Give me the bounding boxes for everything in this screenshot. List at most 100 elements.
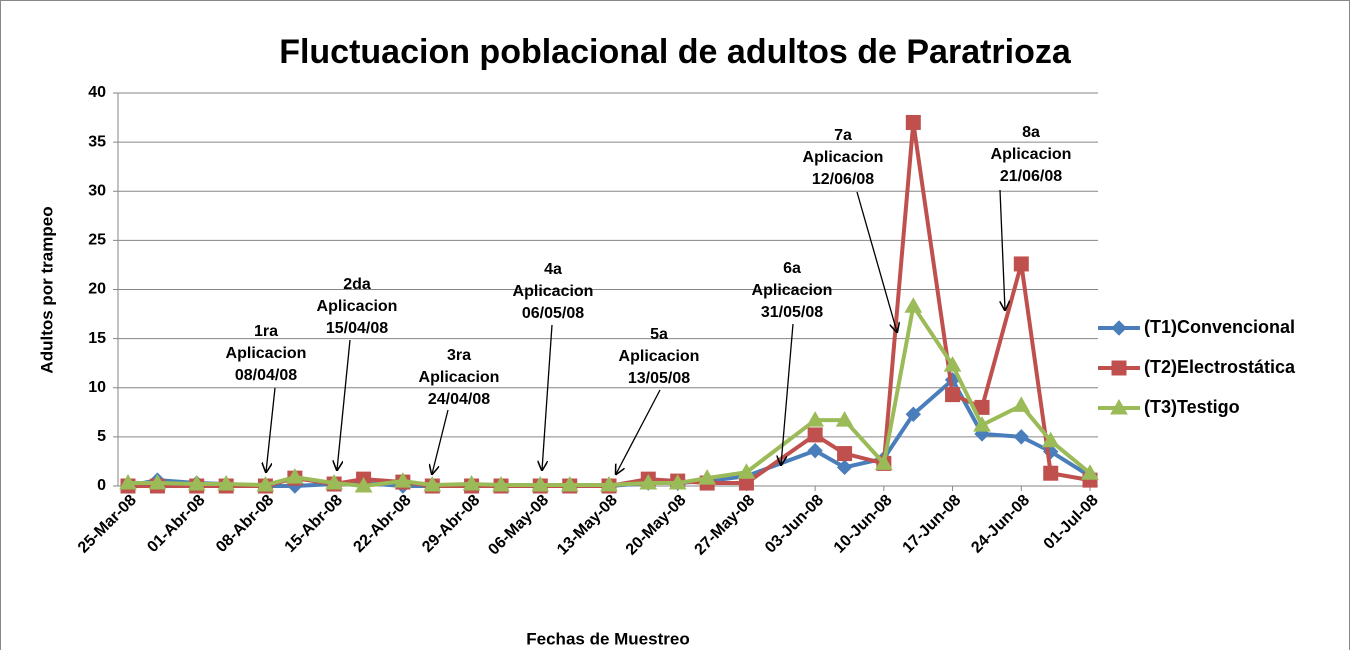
y-tick-label: 40 — [88, 84, 106, 101]
marker — [806, 411, 825, 427]
annotation-text: Aplicacion — [317, 298, 398, 315]
marker — [874, 454, 893, 470]
marker — [1081, 464, 1099, 480]
marker — [905, 114, 921, 130]
x-tick-label: 24-Jun-08 — [968, 492, 1033, 557]
marker — [807, 427, 823, 443]
marker — [1041, 431, 1060, 448]
marker — [973, 416, 991, 432]
x-tick-label: 25-Mar-08 — [75, 492, 140, 557]
chart-title: Fluctuacion poblacional de adultos de Pa… — [279, 33, 1072, 71]
annotation-text: 6a — [783, 260, 801, 277]
marker — [148, 474, 167, 490]
marker — [837, 446, 853, 462]
annotation-text: 4a — [544, 261, 562, 278]
x-tick-label: 10-Jun-08 — [831, 492, 896, 557]
annotation-text: Aplicacion — [803, 149, 884, 166]
marker — [393, 472, 412, 488]
legend-label: (T3)Testigo — [1144, 397, 1240, 417]
marker — [325, 474, 344, 490]
marker — [1013, 256, 1029, 272]
annotation-text: 06/05/08 — [522, 305, 584, 322]
marker — [462, 475, 481, 491]
marker — [354, 476, 373, 493]
annotation-text: 31/05/08 — [761, 304, 823, 321]
annotation-text: 7a — [834, 127, 852, 144]
x-tick-label: 27-May-08 — [692, 492, 759, 559]
marker — [737, 463, 756, 479]
x-tick-label: 01-Jul-08 — [1041, 492, 1102, 553]
marker — [600, 476, 618, 492]
y-tick-label: 10 — [88, 379, 106, 396]
legend-label: (T2)Electrostática — [1144, 357, 1296, 377]
y-tick-label: 20 — [88, 281, 106, 298]
annotation-arrow — [999, 189, 1005, 310]
marker — [119, 474, 137, 490]
annotation-text: 8a — [1022, 124, 1040, 141]
annotation-text: Aplicacion — [513, 283, 594, 300]
y-tick-label: 0 — [97, 477, 106, 494]
annotation-text: 2da — [343, 276, 371, 293]
x-tick-label: 08-Abr-08 — [213, 492, 277, 556]
y-tick-label: 5 — [97, 428, 106, 445]
y-tick-label: 35 — [88, 133, 106, 150]
marker — [1043, 465, 1059, 481]
x-tick-label: 06-May-08 — [485, 492, 552, 559]
annotation-arrow — [542, 324, 553, 470]
x-tick-label: 13-May-08 — [554, 492, 621, 559]
x-axis-label: Fechas de Muestreo — [526, 629, 689, 648]
marker — [531, 476, 550, 492]
marker — [943, 356, 962, 372]
annotation-text: 3ra — [447, 347, 471, 364]
marker — [807, 442, 823, 459]
annotation-arrow — [781, 323, 794, 465]
marker — [1111, 360, 1127, 376]
x-tick-label: 03-Jun-08 — [762, 492, 827, 557]
series-line — [128, 120, 1091, 488]
x-tick-label: 20-May-08 — [623, 492, 690, 559]
annotation-text: 15/04/08 — [326, 320, 388, 337]
annotation-text: 08/04/08 — [235, 367, 297, 384]
annotation-arrow — [266, 387, 276, 472]
annotation-text: 13/05/08 — [628, 370, 690, 387]
marker — [423, 476, 442, 492]
marker — [836, 459, 853, 476]
annotation-text: Aplicacion — [991, 146, 1072, 163]
y-tick-label: 25 — [88, 232, 106, 249]
y-tick-label: 15 — [88, 330, 106, 347]
annotation-text: Aplicacion — [619, 348, 700, 365]
annotation-arrow — [337, 339, 351, 470]
marker — [639, 474, 658, 490]
annotation-arrow — [616, 389, 661, 474]
marker — [560, 476, 579, 492]
x-tick-label: 17-Jun-08 — [900, 492, 965, 557]
marker — [668, 474, 687, 490]
annotation-arrow — [432, 409, 449, 474]
y-axis-label: Adultos por trampeo — [37, 206, 56, 373]
marker — [1110, 398, 1128, 415]
x-tick-label: 01-Abr-08 — [144, 492, 208, 556]
annotation-text: Aplicacion — [226, 345, 307, 362]
marker — [698, 469, 717, 485]
legend-label: (T1)Convencional — [1144, 317, 1295, 337]
marker — [217, 475, 236, 491]
annotation-text: Aplicacion — [419, 369, 500, 386]
marker — [1013, 429, 1029, 445]
annotation-text: 24/04/08 — [428, 391, 490, 408]
marker — [492, 476, 510, 492]
annotation-text: 5a — [650, 326, 668, 343]
annotation-arrow — [856, 191, 897, 332]
annotation-text: 21/06/08 — [1000, 168, 1062, 185]
series-line — [128, 304, 1092, 488]
marker — [945, 387, 961, 403]
marker — [1111, 320, 1127, 336]
marker — [835, 411, 854, 427]
y-tick-label: 30 — [88, 182, 106, 199]
annotation-text: Aplicacion — [752, 282, 833, 299]
annotation-text: 12/06/08 — [812, 171, 874, 188]
marker — [286, 468, 304, 484]
marker — [187, 475, 206, 491]
marker — [905, 406, 922, 422]
